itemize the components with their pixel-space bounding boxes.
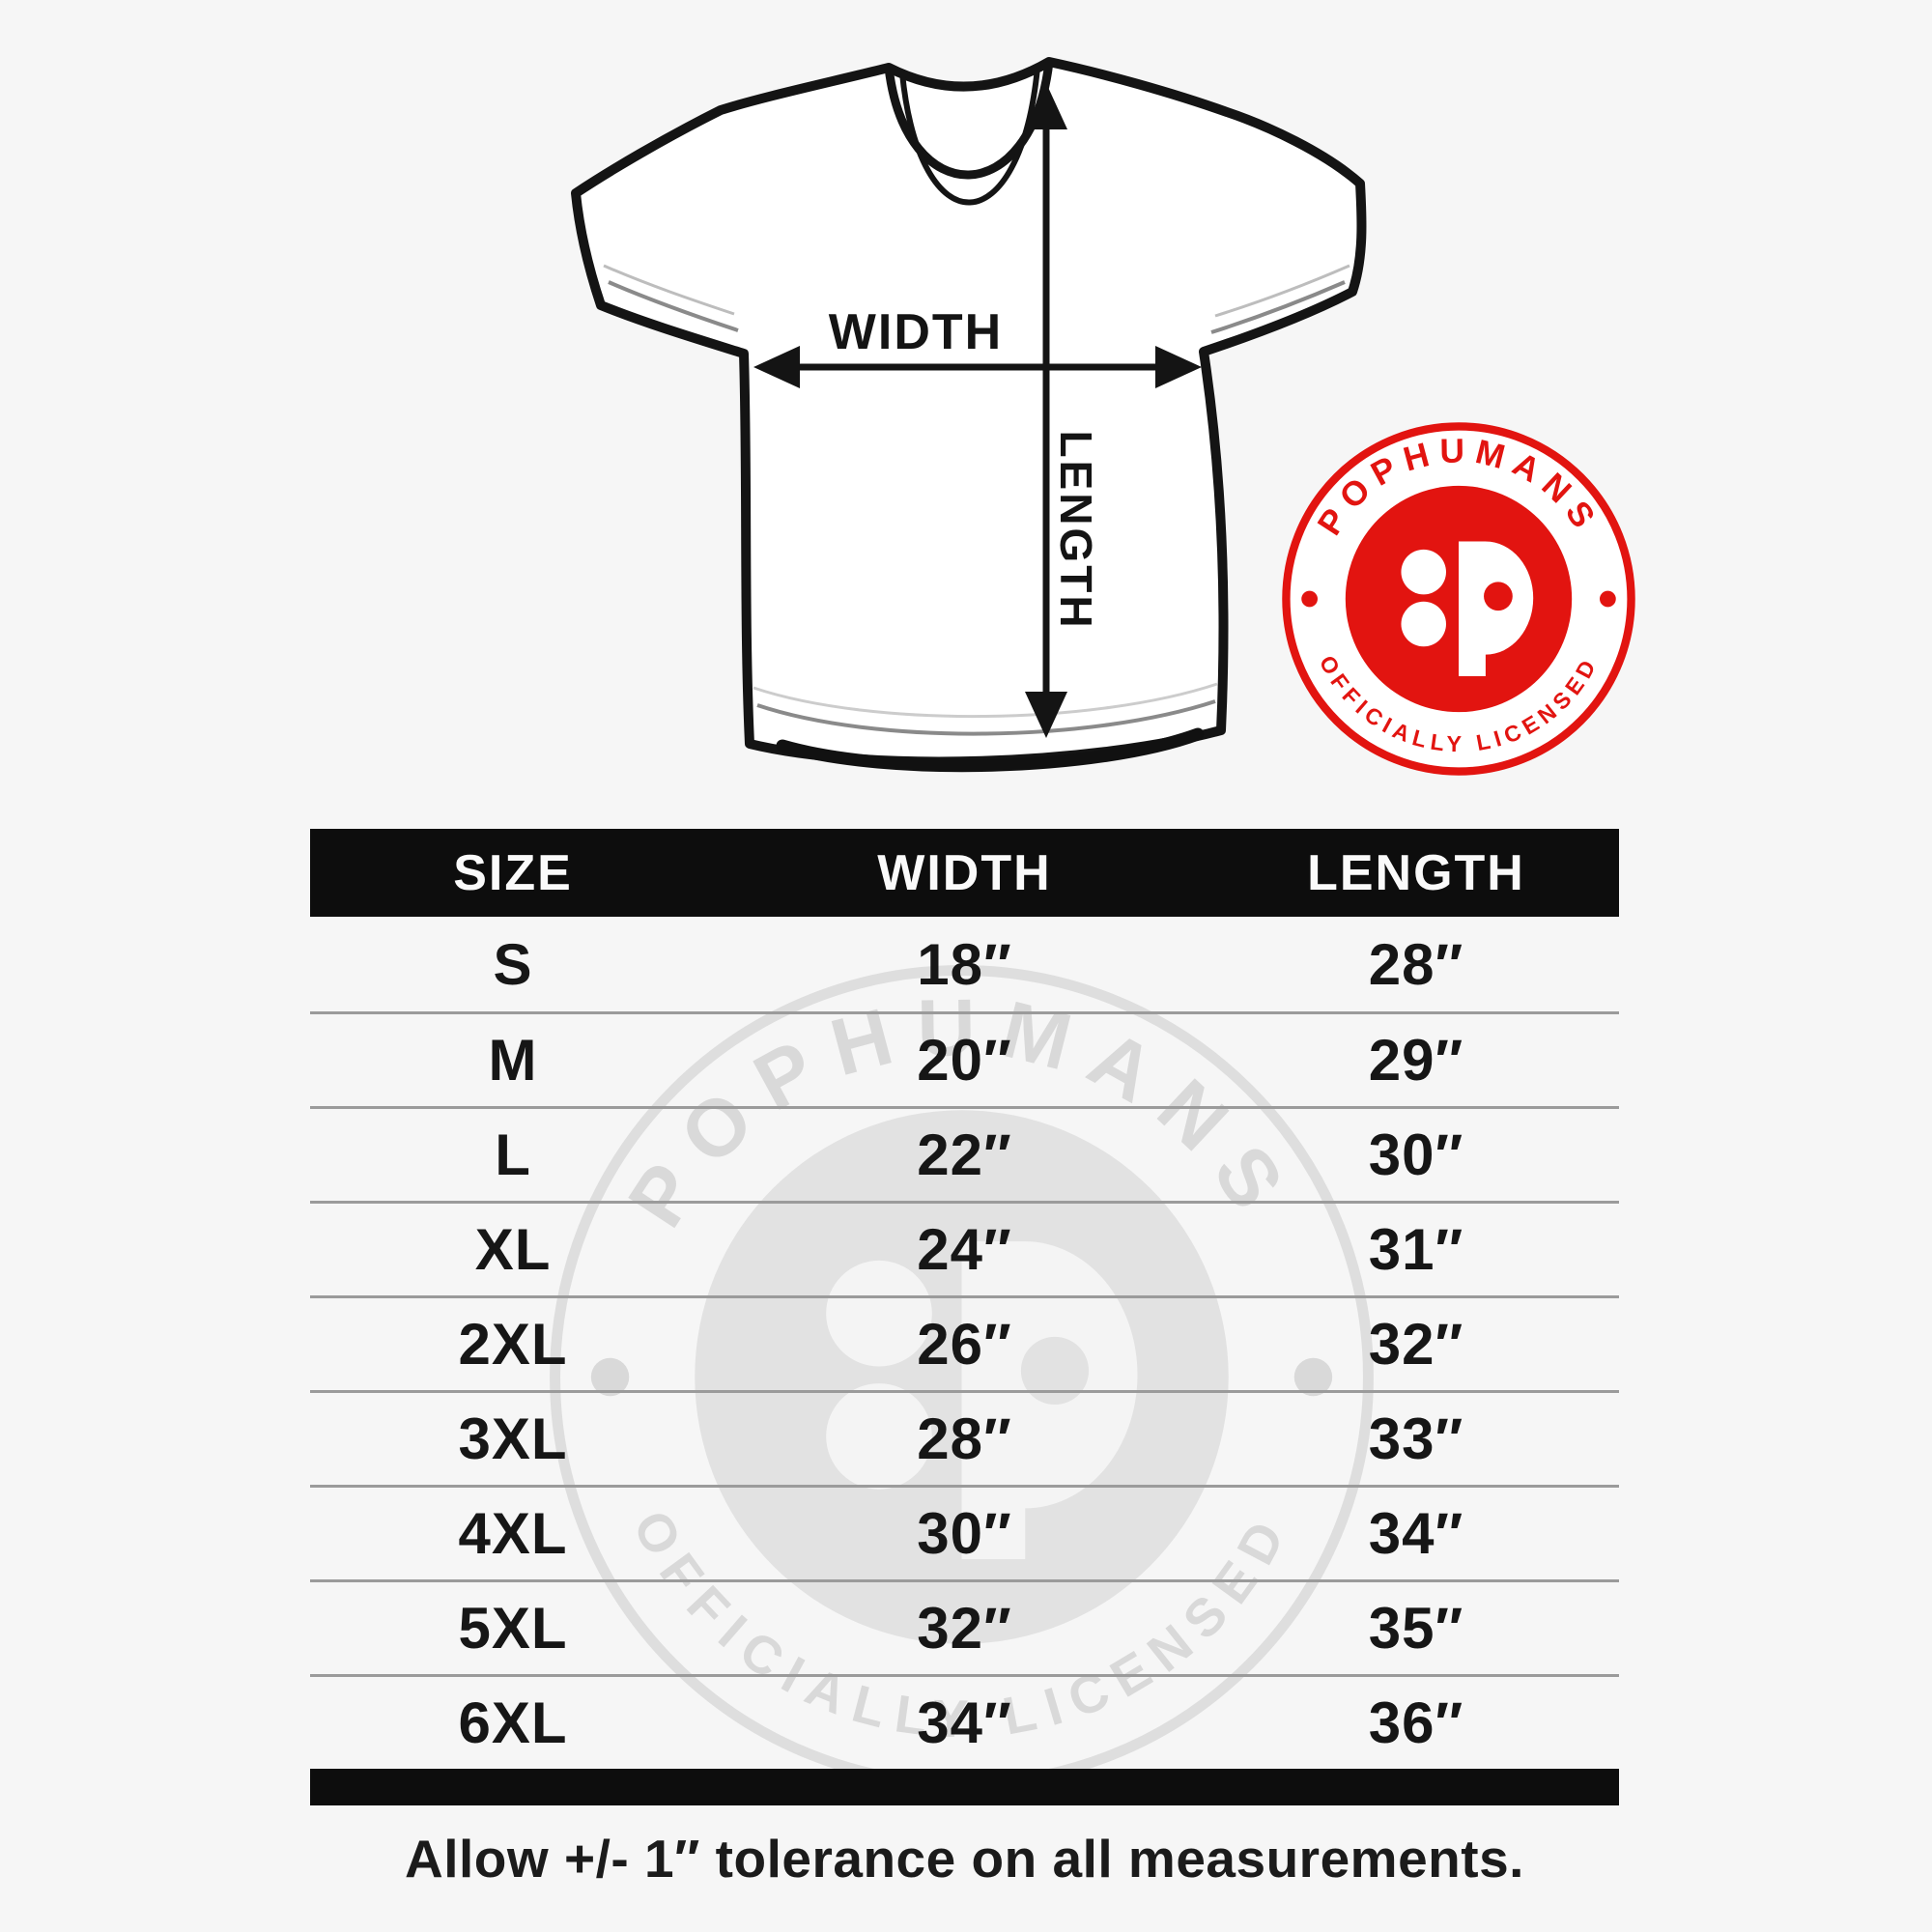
hem-fold-shadow <box>776 727 1205 773</box>
table-row: M 20″ 29″ <box>310 1011 1619 1106</box>
width-cell: 34″ <box>917 1690 1012 1755</box>
pophumans-badge: POPHUMANS OFFICIALLY LICENSED <box>1279 419 1638 779</box>
left-cuff-line-2 <box>603 264 735 316</box>
size-cell: 3XL <box>458 1406 568 1471</box>
tshirt-drawing-icon: WIDTH LENGTH <box>571 57 1367 773</box>
length-cell: 36″ <box>1368 1690 1464 1755</box>
size-cell: 4XL <box>458 1501 568 1566</box>
table-row: S 18″ 28″ <box>310 917 1619 1011</box>
width-cell: 30″ <box>917 1501 1012 1566</box>
width-cell: 18″ <box>917 931 1012 997</box>
table-row: XL 24″ 31″ <box>310 1201 1619 1295</box>
watermark-right-dot <box>1293 1357 1333 1397</box>
watermark-left-dot <box>590 1357 630 1397</box>
length-cell: 31″ <box>1368 1217 1464 1282</box>
table-row: 3XL 28″ 33″ <box>310 1390 1619 1485</box>
tshirt-diagram: WIDTH LENGTH <box>551 29 1381 782</box>
width-cell: 24″ <box>917 1217 1012 1282</box>
length-cell: 28″ <box>1368 931 1464 997</box>
length-cell: 30″ <box>1368 1122 1464 1187</box>
table-row: 5XL 32″ 35″ <box>310 1579 1619 1674</box>
size-cell: S <box>493 931 533 997</box>
width-cell: 22″ <box>917 1122 1012 1187</box>
left-cuff-line <box>608 280 739 332</box>
tolerance-note: Allow +/- 1″ tolerance on all measuremen… <box>405 1829 1524 1889</box>
size-cell: 2XL <box>458 1312 568 1377</box>
pophumans-watermark: POPHUMANS OFFICIALLY LICENSED <box>538 953 1385 1801</box>
length-cell: 32″ <box>1368 1312 1464 1377</box>
table-header-row: SIZE WIDTH LENGTH <box>310 829 1619 917</box>
length-cell: 29″ <box>1368 1028 1464 1093</box>
width-cell: 26″ <box>917 1312 1012 1377</box>
right-cuff-line-2 <box>1214 264 1350 318</box>
badge-monogram-icon <box>1401 541 1534 676</box>
hem-line-2 <box>753 682 1218 719</box>
size-chart-table: SIZE WIDTH LENGTH S 18″ 28″ M 20″ 29″ L … <box>310 829 1619 1805</box>
length-cell: 33″ <box>1368 1406 1464 1471</box>
hem-line <box>756 699 1216 736</box>
size-cell: XL <box>474 1217 552 1282</box>
table-row: 2XL 26″ 32″ <box>310 1295 1619 1390</box>
table-footer-bar <box>310 1769 1619 1805</box>
width-label: WIDTH <box>829 304 1003 360</box>
pophumans-badge-icon: POPHUMANS OFFICIALLY LICENSED <box>1282 422 1635 776</box>
tshirt-outline <box>571 57 1367 767</box>
col-header-size: SIZE <box>453 844 573 901</box>
length-cell: 35″ <box>1368 1596 1464 1661</box>
pophumans-watermark-icon: POPHUMANS OFFICIALLY LICENSED <box>550 965 1374 1789</box>
watermark-monogram-icon <box>826 1241 1138 1560</box>
size-cell: M <box>488 1028 538 1093</box>
width-cell: 28″ <box>917 1406 1012 1471</box>
length-arrow-icon <box>1025 83 1067 738</box>
badge-left-dot <box>1301 590 1318 608</box>
table-row: 6XL 34″ 36″ <box>310 1674 1619 1769</box>
collar-inner-line <box>899 67 1040 206</box>
size-cell: 6XL <box>458 1690 568 1755</box>
col-header-width: WIDTH <box>877 844 1052 901</box>
length-cell: 34″ <box>1368 1501 1464 1566</box>
width-cell: 20″ <box>917 1028 1012 1093</box>
table-row: 4XL 30″ 34″ <box>310 1485 1619 1579</box>
badge-right-dot <box>1600 590 1616 608</box>
right-cuff-line <box>1210 280 1346 334</box>
col-header-length: LENGTH <box>1307 844 1525 901</box>
width-arrow-icon <box>753 346 1202 388</box>
size-cell: 5XL <box>458 1596 568 1661</box>
size-cell: L <box>495 1122 531 1187</box>
length-label: LENGTH <box>1051 430 1101 630</box>
badge-center-disc <box>1345 485 1573 713</box>
width-cell: 32″ <box>917 1596 1012 1661</box>
table-row: L 22″ 30″ <box>310 1106 1619 1201</box>
